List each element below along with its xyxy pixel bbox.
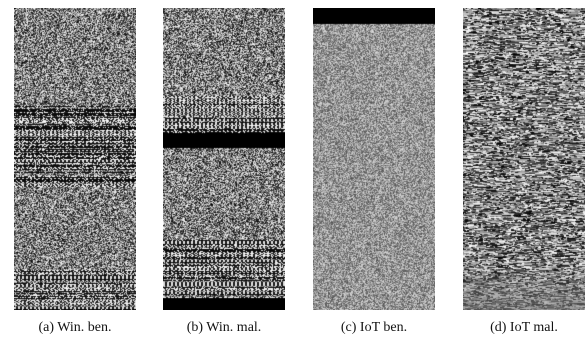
caption-iot-malware: (d) IoT mal.	[490, 320, 558, 335]
caption-iot-benign: (c) IoT ben.	[340, 320, 408, 335]
caption-win-benign: (a) Win. ben.	[38, 320, 112, 335]
caption-win-malware: (b) Win. mal.	[186, 320, 262, 335]
panel-iot-malware	[463, 8, 585, 310]
panel-win-malware	[163, 8, 285, 310]
noise-image-iot-malware	[463, 8, 585, 310]
panel-iot-benign	[313, 8, 435, 310]
noise-image-win-malware	[163, 8, 285, 310]
noise-image-win-benign	[14, 8, 136, 310]
noise-image-iot-benign	[313, 8, 435, 310]
panel-win-benign	[14, 8, 136, 310]
